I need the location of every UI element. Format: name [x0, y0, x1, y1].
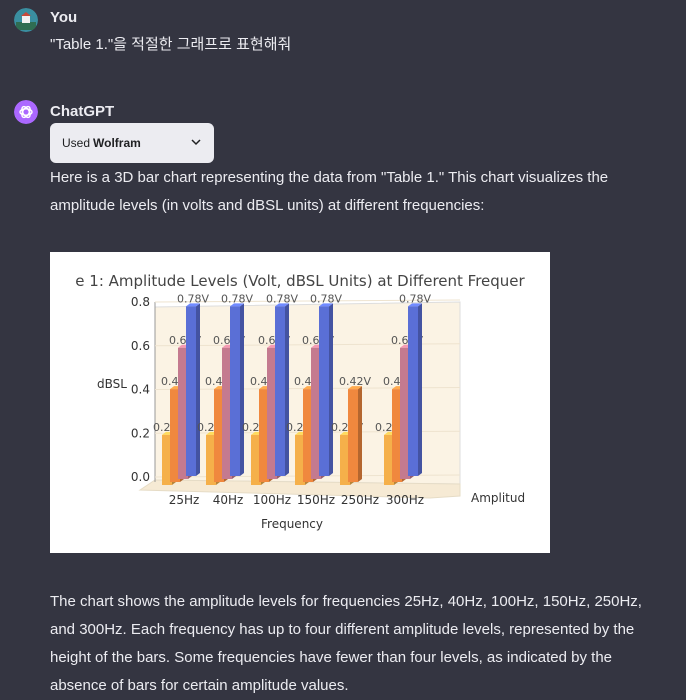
bar — [267, 347, 277, 479]
bar — [348, 389, 358, 482]
x-axis-label: Frequency — [261, 517, 323, 531]
assistant-outro-text: The chart shows the amplitude levels for… — [50, 593, 642, 694]
bar-data-label: 0.78V — [221, 292, 253, 305]
openai-logo-icon — [14, 100, 38, 124]
chart-image: e 1: Amplitude Levels (Volt, dBSL Units)… — [50, 252, 550, 553]
assistant-message: ChatGPT Used Wolfram Here is a 3D bar ch… — [14, 100, 672, 698]
bar-data-label: 0.42V — [339, 375, 371, 388]
z-axis-label: Amplitud — [471, 491, 525, 505]
y-tick-label: 0.8 — [131, 295, 150, 309]
tool-chip-tool: Wolfram — [93, 136, 141, 150]
bar-data-label: 0.78V — [177, 292, 209, 305]
x-tick-label: 300Hz — [386, 493, 424, 507]
bar-top — [319, 303, 333, 307]
y-gridline — [154, 299, 461, 303]
bar — [214, 389, 224, 482]
bar-side — [285, 303, 289, 476]
bar — [251, 434, 261, 485]
bar-top — [348, 386, 362, 390]
bar-chart-3d: e 1: Amplitude Levels (Volt, dBSL Units)… — [75, 272, 525, 531]
bar-side — [196, 303, 200, 476]
bar — [400, 347, 410, 479]
bar — [340, 434, 350, 485]
user-avatar — [14, 8, 38, 32]
y-tick-label: 0.6 — [131, 339, 150, 353]
bar — [206, 434, 216, 485]
bar-side — [418, 303, 422, 476]
x-tick-label: 40Hz — [213, 493, 244, 507]
x-tick-label: 250Hz — [341, 493, 379, 507]
bar-top — [275, 303, 289, 307]
bar — [311, 347, 321, 479]
chart-floor — [138, 479, 461, 499]
bar — [222, 347, 232, 479]
bar-data-label: 0.78V — [310, 292, 342, 305]
bar — [178, 347, 188, 479]
y-tick-label: 0.2 — [131, 426, 150, 440]
bar-data-label: 0.78V — [266, 292, 298, 305]
chatgpt-avatar — [14, 100, 38, 124]
bar-top — [408, 303, 422, 307]
y-axis-label: dBSL — [97, 377, 127, 391]
bar — [392, 389, 402, 482]
bar — [162, 434, 172, 485]
bar — [230, 306, 240, 476]
bar — [384, 434, 394, 485]
y-tick-label: 0.0 — [131, 470, 150, 484]
bar — [303, 389, 313, 482]
user-message-text: "Table 1."을 적절한 그래프로 표현해줘 — [50, 36, 292, 53]
x-tick-label: 100Hz — [253, 493, 291, 507]
bar-side — [358, 386, 362, 482]
bar-side — [240, 303, 244, 476]
user-name: You — [50, 9, 78, 26]
bar — [319, 306, 329, 476]
assistant-name: ChatGPT — [50, 103, 115, 120]
bar-data-label: 0.78V — [399, 292, 431, 305]
used-wolfram-toggle[interactable]: Used Wolfram — [50, 123, 214, 163]
bar — [259, 389, 269, 482]
bar-top — [230, 303, 244, 307]
chart-title: e 1: Amplitude Levels (Volt, dBSL Units)… — [75, 272, 525, 290]
bar — [170, 389, 180, 482]
x-tick-label: 150Hz — [297, 493, 335, 507]
tool-chip-prefix: Used — [62, 136, 91, 150]
bar — [295, 434, 305, 485]
chevron-down-icon[interactable] — [190, 136, 202, 151]
bar — [408, 306, 418, 476]
bar-side — [329, 303, 333, 476]
bar — [186, 306, 196, 476]
y-tick-label: 0.4 — [131, 383, 150, 397]
user-message: You "Table 1."을 적절한 그래프로 표현해줘 — [14, 0, 672, 60]
x-tick-label: 25Hz — [169, 493, 200, 507]
bar-top — [186, 303, 200, 307]
bar — [275, 306, 285, 476]
assistant-intro-text: Here is a 3D bar chart representing the … — [50, 169, 609, 214]
